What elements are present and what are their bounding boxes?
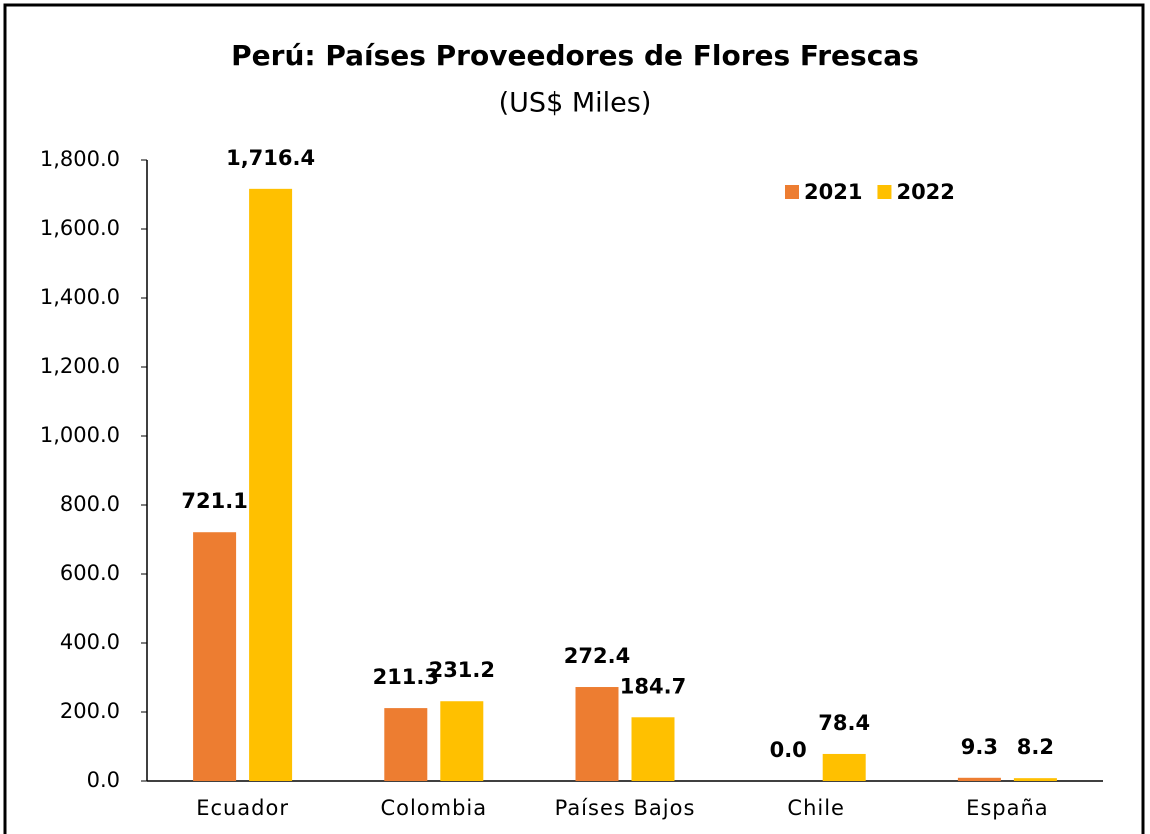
- value-label: 184.7: [620, 674, 686, 698]
- value-label: 231.2: [429, 658, 495, 682]
- chart-title: Perú: Países Proveedores de Flores Fresc…: [231, 39, 919, 72]
- value-label: 78.4: [818, 711, 870, 735]
- y-tick-label: 1,400.0: [40, 285, 120, 309]
- y-tick-label: 400.0: [60, 630, 120, 654]
- bar: [575, 687, 619, 781]
- bar: [1013, 778, 1057, 781]
- y-tick-label: 1,200.0: [40, 354, 120, 378]
- bar: [822, 753, 866, 781]
- y-tick-label: 800.0: [60, 492, 120, 516]
- y-tick-label: 1,800.0: [40, 147, 120, 171]
- y-tick-label: 200.0: [60, 699, 120, 723]
- legend-label: 2021: [804, 180, 862, 204]
- chart-subtitle: (US$ Miles): [499, 88, 652, 119]
- chart-frame: [3, 3, 1145, 834]
- bar: [957, 777, 1001, 781]
- legend-swatch: [877, 185, 892, 199]
- x-tick-label: España: [966, 796, 1049, 820]
- value-label: 9.3: [961, 735, 998, 759]
- bar: [631, 717, 675, 781]
- y-tick-label: 1,000.0: [40, 423, 120, 447]
- legend-label: 2022: [896, 180, 954, 204]
- bar: [440, 701, 484, 781]
- value-label: 8.2: [1017, 735, 1054, 759]
- value-label: 272.4: [564, 644, 630, 668]
- x-tick-label: Chile: [787, 796, 845, 820]
- value-label: 721.1: [181, 489, 247, 513]
- y-tick-label: 0.0: [87, 768, 120, 792]
- bar: [384, 708, 428, 781]
- x-tick-label: Ecuador: [196, 796, 289, 820]
- x-tick-label: Colombia: [380, 796, 487, 820]
- value-label: 211.3: [373, 665, 439, 689]
- x-tick-label: Países Bajos: [555, 796, 696, 820]
- legend-swatch: [785, 185, 799, 199]
- y-tick-label: 600.0: [60, 561, 120, 585]
- value-label: 0.0: [770, 738, 807, 762]
- y-tick-label: 1,600.0: [40, 216, 120, 240]
- value-label: 1,716.4: [226, 146, 315, 170]
- bar: [193, 532, 237, 781]
- bar: [249, 188, 293, 782]
